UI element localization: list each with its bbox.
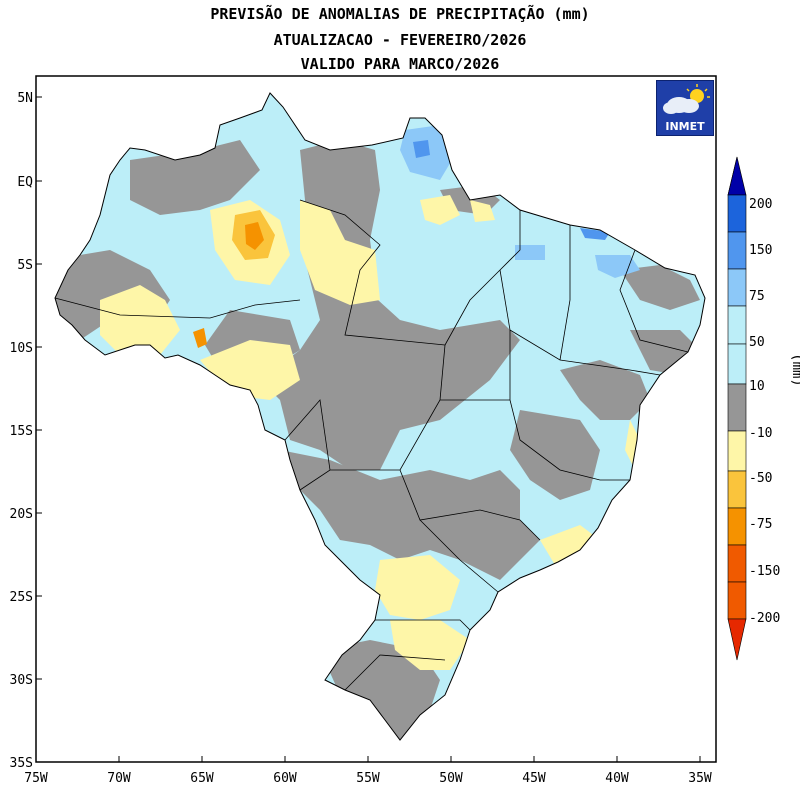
lat-label: 20S xyxy=(10,507,33,522)
colorbar-tick: 150 xyxy=(749,243,772,258)
lon-label: 35W xyxy=(688,771,712,786)
colorbar-tick: 10 xyxy=(749,379,765,394)
colorbar-cap-top xyxy=(727,156,747,196)
axis-ticks xyxy=(36,96,701,762)
anomaly-yellow-patch xyxy=(470,200,495,222)
anomaly-blue-patch xyxy=(515,245,545,260)
anomaly-gray-patch xyxy=(130,140,260,215)
map-subtitle-valid: VALIDO PARA MARCO/2026 xyxy=(300,55,500,73)
colorbar-band xyxy=(727,305,747,345)
lon-label: 45W xyxy=(522,771,546,786)
lon-label: 70W xyxy=(107,771,131,786)
anomaly-yellow-patch xyxy=(375,555,460,620)
colorbar-tick: -150 xyxy=(749,564,780,579)
lon-label: 75W xyxy=(24,771,48,786)
anomaly-gray-patch xyxy=(620,265,700,310)
colorbar-band xyxy=(727,470,747,509)
colorbar-band xyxy=(727,231,747,270)
lat-label: 15S xyxy=(10,424,33,439)
anomaly-blue-patch xyxy=(413,140,430,158)
colorbar-band xyxy=(727,544,747,583)
anomaly-orange-patch xyxy=(245,222,264,250)
lat-label: 25S xyxy=(10,590,33,605)
colorbar-tick: -10 xyxy=(749,426,772,441)
colorbar xyxy=(727,156,747,661)
colorbar-unit-label: (mm) xyxy=(789,353,800,387)
colorbar-band xyxy=(727,268,747,307)
lon-label: 55W xyxy=(356,771,380,786)
colorbar-tick: 50 xyxy=(749,335,765,350)
lon-label: 65W xyxy=(190,771,214,786)
anomaly-orange-patch xyxy=(193,328,207,348)
colorbar-tick: 75 xyxy=(749,289,765,304)
lon-label: 50W xyxy=(439,771,463,786)
colorbar-tick: 200 xyxy=(749,197,772,212)
lat-label: 35S xyxy=(10,756,33,771)
lon-labels: 75W 70W 65W 60W 55W 50W 45W 40W 35W xyxy=(24,771,712,786)
lat-label: 5S xyxy=(17,258,33,273)
anomaly-gray-patch xyxy=(280,450,540,580)
colorbar-band xyxy=(727,383,747,432)
lat-label: EQ xyxy=(17,175,33,190)
anomaly-gray-patch xyxy=(560,360,650,420)
lat-label: 5N xyxy=(17,91,33,106)
lat-labels: 5N EQ 5S 10S 15S 20S 25S 30S 35S xyxy=(10,91,34,771)
lon-label: 60W xyxy=(273,771,297,786)
colorbar-band xyxy=(727,430,747,472)
colorbar-band xyxy=(727,343,747,385)
colorbar-band xyxy=(727,507,747,546)
map-title: PREVISÃO DE ANOMALIAS DE PRECIPITAÇÃO (m… xyxy=(210,5,590,23)
anomaly-yellow-patch xyxy=(100,285,180,355)
state-borders xyxy=(54,199,689,691)
anomaly-yellow-patch xyxy=(420,195,460,225)
lat-label: 10S xyxy=(10,341,33,356)
colorbar-cap-bottom xyxy=(727,618,747,661)
anomaly-yellow-patch xyxy=(300,200,380,305)
inmet-logo-label: INMET xyxy=(665,120,705,133)
colorbar-tick: -50 xyxy=(749,471,772,486)
colorbar-tick-labels: 200 150 75 50 10 -10 -50 -75 -150 -200 xyxy=(749,197,780,626)
brazil-outline xyxy=(54,92,706,741)
colorbar-band xyxy=(727,581,747,620)
map-subtitle-update: ATUALIZACAO - FEVEREIRO/2026 xyxy=(273,31,527,49)
anomaly-blue-patch xyxy=(595,255,640,278)
inmet-logo: INMET xyxy=(656,80,714,136)
lat-label: 30S xyxy=(10,673,33,688)
colorbar-band xyxy=(727,194,747,233)
colorbar-tick: -75 xyxy=(749,517,772,532)
lon-label: 40W xyxy=(605,771,629,786)
colorbar-tick: -200 xyxy=(749,611,780,626)
inmet-cloud-sun-icon xyxy=(663,84,710,114)
anomaly-gray-patch xyxy=(510,410,600,500)
anomaly-gray-patch xyxy=(320,640,440,740)
